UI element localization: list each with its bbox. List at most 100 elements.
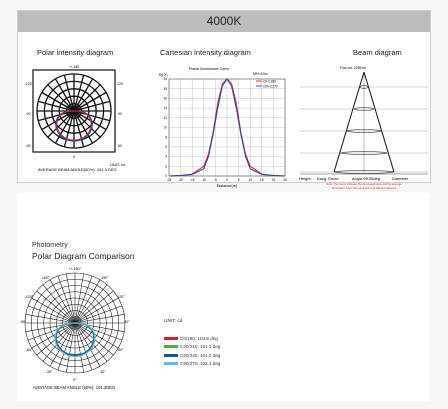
polar-cmp-curve-c90 bbox=[54, 322, 96, 358]
cart-ytick: 0 bbox=[165, 174, 167, 178]
cart-xlabel: Distance(m) bbox=[217, 184, 238, 188]
pt-label-120: 120 bbox=[117, 82, 123, 86]
cart-legend-c0: C0-C180 bbox=[263, 79, 276, 83]
polar-top-spoke bbox=[47, 110, 75, 138]
polar-cmp-spoke bbox=[74, 273, 84, 324]
cart-xtick: 0 bbox=[226, 178, 228, 182]
legend-item-c90: C90/270, 102.1 deg bbox=[164, 360, 220, 369]
cart-xtick: -25 bbox=[167, 178, 172, 182]
cart-ytick: 8 bbox=[165, 135, 167, 139]
polar-cmp-spoke bbox=[49, 279, 76, 324]
polar-cmp-spoke bbox=[74, 322, 101, 367]
polar-cmp-spoke bbox=[27, 305, 76, 324]
legend-item-c0: C0/180, 103.8 deg bbox=[164, 334, 220, 343]
polar-top-spoke bbox=[73, 110, 85, 147]
beam-caption-height: Height bbox=[299, 176, 311, 181]
pc-label-m150: -150° bbox=[41, 276, 50, 280]
polar-cmp-spoke bbox=[74, 314, 125, 324]
cart-chart-title: Planar Illuminance Curve bbox=[189, 67, 229, 71]
cart-xtick: 25 bbox=[283, 178, 287, 182]
pc-label-90: 90° bbox=[124, 320, 130, 324]
polar-cmp-spoke bbox=[74, 279, 101, 324]
cart-ytick: 12 bbox=[163, 116, 167, 120]
cart-xtick: -15 bbox=[190, 178, 195, 182]
pc-label-60: 60° bbox=[118, 348, 124, 352]
comparison-unit: UNIT: cd bbox=[164, 319, 183, 324]
polar-top-spoke bbox=[73, 75, 85, 112]
pt-label-0: 0 bbox=[73, 155, 75, 159]
polar-cmp-spoke bbox=[27, 322, 76, 341]
pt-label-m90: -90 bbox=[25, 112, 30, 116]
cart-xtick: -20 bbox=[178, 178, 183, 182]
pc-label-m90: -90° bbox=[20, 320, 27, 324]
polar-cmp-spoke bbox=[42, 284, 76, 324]
polar-cmp-spoke bbox=[74, 284, 108, 324]
polar-top-spoke bbox=[54, 110, 75, 144]
beam-title: Beam diagram bbox=[353, 48, 402, 57]
polar-top-spoke bbox=[38, 110, 75, 122]
pt-label-60: 60 bbox=[118, 144, 122, 148]
polar-cmp-spoke bbox=[36, 290, 76, 324]
polar-top-c90-curve bbox=[55, 110, 93, 142]
polar-top-spoke bbox=[38, 100, 75, 112]
beam-flux-label: Flux out: 2285 lm bbox=[340, 66, 366, 70]
polar-top-spoke bbox=[63, 75, 75, 112]
cart-xtick: 5 bbox=[238, 178, 240, 182]
cart-series-c90-c270 bbox=[168, 78, 286, 177]
pt-label-90: 90 bbox=[118, 112, 122, 116]
polar-top-spoke bbox=[63, 110, 75, 147]
cart-mh-label: MH=10m bbox=[253, 72, 268, 76]
beam-edge-right bbox=[363, 71, 395, 173]
legend-item-c60: C60/240, 101.2 deg bbox=[164, 351, 220, 360]
polar-cmp-spoke bbox=[57, 275, 76, 324]
polar-top-unit: UNIT: cd bbox=[110, 162, 125, 167]
comparison-title: Polar Diagram Comparison bbox=[32, 251, 135, 261]
beam-diagram: Flux out: 2285 lm Height Eavg, Emax Angl… bbox=[299, 66, 428, 190]
polar-top-spoke bbox=[73, 110, 110, 122]
pt-label-m120: -120 bbox=[24, 82, 31, 86]
polar-cmp-spoke bbox=[31, 322, 76, 349]
polar-top-spoke bbox=[73, 84, 101, 112]
polar-top-spoke bbox=[73, 100, 110, 112]
legend-swatch bbox=[164, 362, 178, 366]
beam-caption-eavg: Eavg, Emax bbox=[317, 176, 339, 181]
pc-label-120: 120° bbox=[117, 295, 125, 299]
beam-note-2: illumination when the Luminaire is at di… bbox=[332, 186, 397, 190]
polar-title: Polar intensity diagram bbox=[37, 48, 114, 57]
polar-top-spoke bbox=[73, 110, 101, 138]
cart-ytick: 18 bbox=[163, 87, 167, 91]
cart-ytick: 6 bbox=[165, 145, 167, 149]
polar-cmp-spoke bbox=[74, 322, 108, 362]
cart-xtick: 15 bbox=[260, 178, 264, 182]
polar-cmp-spoke bbox=[74, 322, 119, 349]
beam-caption-angle: Angle 99.35deg bbox=[352, 176, 380, 181]
cartesian-intensity-chart: Planar Illuminance Curve MH=10m E(LX) 0 2… bbox=[159, 67, 287, 188]
comparison-legend: C0/180, 103.8 deg C30/210, 101.1 deg C60… bbox=[164, 334, 220, 368]
polar-cmp-spoke bbox=[74, 290, 114, 324]
polar-top-spoke bbox=[41, 91, 75, 112]
pc-label-m60: -60° bbox=[26, 348, 33, 352]
polar-cmp-spoke bbox=[66, 322, 76, 373]
cart-xtick: 10 bbox=[248, 178, 252, 182]
polar-cmp-spoke bbox=[49, 322, 76, 367]
top-panel: 4000K Polar intensity diagram Cartesian … bbox=[17, 10, 431, 190]
cart-ylabel: E(LX) bbox=[159, 73, 168, 77]
polar-intensity-chart: +/-180 -120 120 -90 90 -60 60 0 UNIT: cd… bbox=[24, 65, 125, 172]
beam-note-1: Note: The Curve indicates the illuminate… bbox=[326, 182, 402, 186]
polar-top-c0-curve bbox=[56, 110, 92, 141]
polar-cmp-spoke bbox=[74, 275, 93, 324]
pc-label-m120: -120° bbox=[25, 295, 34, 299]
polar-top-spoke bbox=[73, 91, 107, 112]
cart-ytick: 16 bbox=[163, 97, 167, 101]
cart-legend-c90: C90-C270 bbox=[263, 84, 278, 88]
beam-edge-left bbox=[333, 71, 365, 173]
cart-ytick: 20 bbox=[163, 77, 167, 81]
polar-cmp-spoke bbox=[42, 322, 76, 362]
beam-caption-diameter: Diameter bbox=[392, 176, 409, 181]
color-temp-banner: 4000K bbox=[18, 11, 430, 32]
polar-top-spoke bbox=[47, 84, 75, 112]
cart-xtick: -5 bbox=[214, 178, 217, 182]
cart-ytick: 4 bbox=[165, 155, 167, 159]
comparison-panel: Photometry Polar Diagram Comparison +/-1… bbox=[17, 193, 429, 401]
legend-item-c30: C30/210, 101.1 deg bbox=[164, 343, 220, 352]
